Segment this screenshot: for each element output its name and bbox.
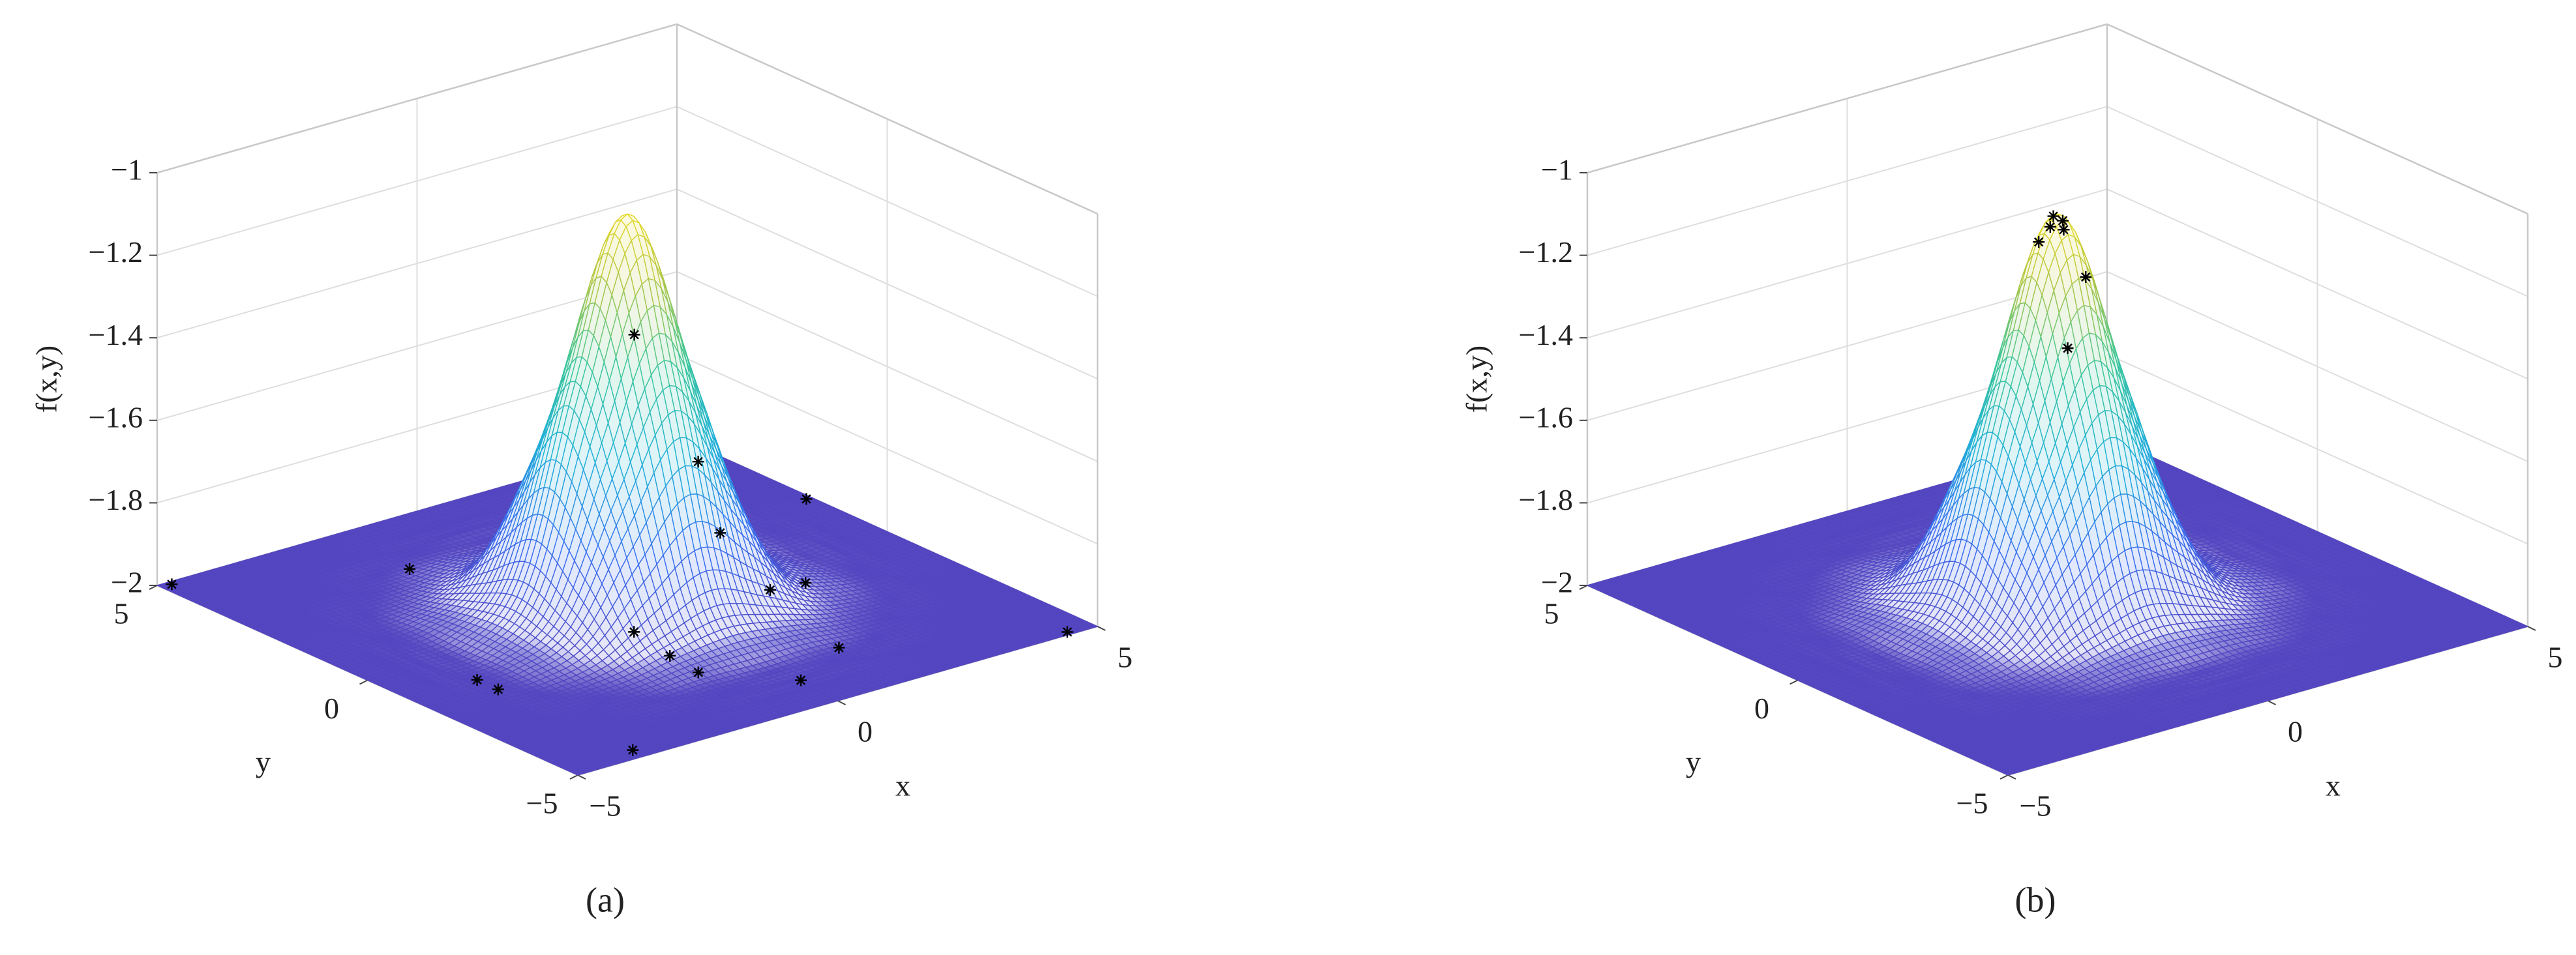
z-tick-label: −1.2 (89, 235, 143, 269)
z-tick-label: −1.4 (89, 318, 143, 351)
axis-edge (157, 23, 678, 174)
surface-cell (708, 474, 804, 509)
grid-line (157, 106, 678, 256)
tick-mark (837, 700, 846, 705)
tick-mark (149, 585, 158, 590)
y-axis-label: y (256, 745, 271, 778)
x-axis-label: x (895, 769, 910, 802)
z-tick-label: −1.6 (89, 400, 143, 433)
grid-line (157, 188, 678, 339)
panel-label: (a) (586, 880, 625, 919)
y-tick-label: 0 (324, 692, 339, 725)
grid-line (676, 106, 1098, 297)
y-tick-label: −5 (526, 787, 558, 820)
grid-line (676, 271, 1098, 462)
tick-mark (577, 774, 586, 780)
tick-mark (1097, 626, 1106, 631)
z-tick-label: −1 (111, 153, 143, 186)
z-tick-label: −2 (111, 566, 143, 599)
tick-mark (569, 774, 578, 780)
x-tick-label: 5 (1118, 641, 1133, 674)
tick-mark (359, 679, 368, 685)
grid-line (676, 353, 1098, 545)
axis-edge (676, 23, 1098, 215)
x-tick-label: −5 (590, 789, 622, 823)
y-tick-label: 5 (114, 597, 129, 630)
grid-line (676, 188, 1098, 380)
z-tick-label: −1.8 (89, 483, 143, 516)
x-tick-label: 0 (858, 715, 873, 748)
z-axis-label: f(x,y) (30, 345, 63, 413)
